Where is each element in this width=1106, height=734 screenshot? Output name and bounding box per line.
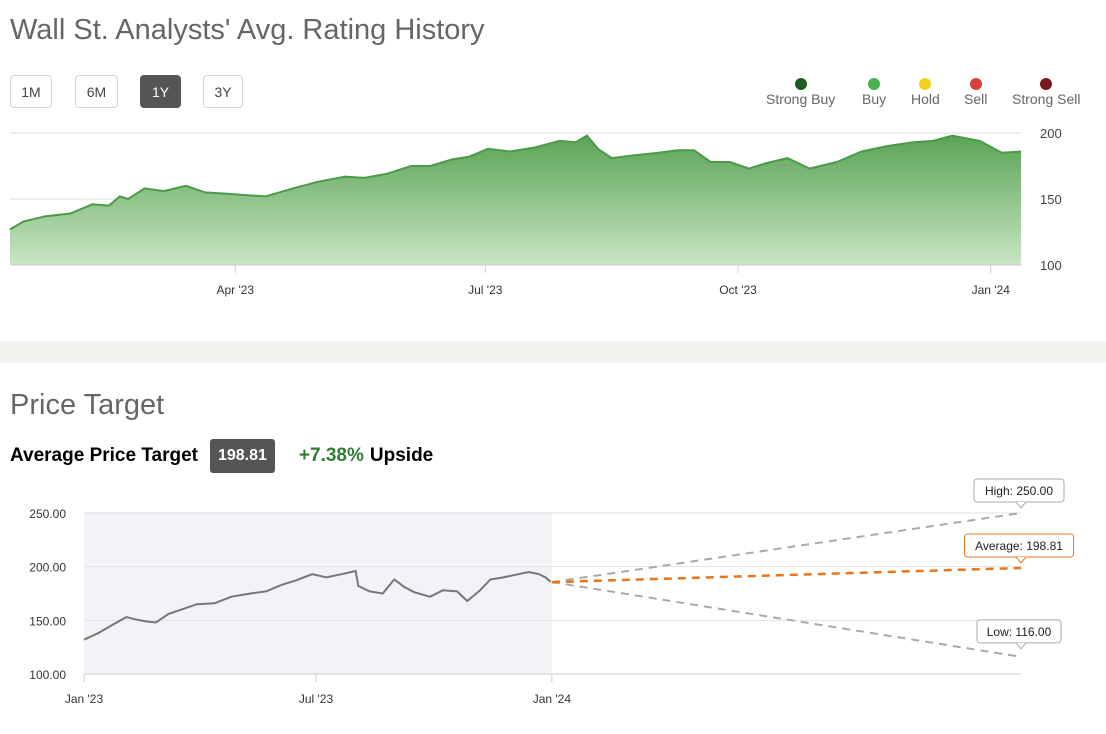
rating-ytick-label: 100: [1040, 258, 1062, 273]
callout-label: High: 250.00: [985, 484, 1053, 498]
legend-sell[interactable]: Sell: [964, 78, 987, 107]
pt-ytick-label: 200.00: [29, 561, 66, 575]
pt-ytick-label: 250.00: [29, 507, 66, 521]
legend-strong-sell-label: Strong Sell: [1012, 91, 1081, 107]
callout-high: High: 250.00: [973, 478, 1065, 509]
average-price-target-badge: 198.81: [209, 439, 275, 473]
legend-hold[interactable]: Hold: [911, 78, 940, 107]
legend-strong-buy[interactable]: Strong Buy: [766, 78, 835, 107]
range-6m-button[interactable]: 6M: [75, 75, 118, 108]
history-shaded-region: [84, 512, 552, 674]
price-target-title: Price Target: [10, 389, 165, 421]
pt-ytick-label: 100.00: [29, 668, 66, 682]
rating-area: [10, 135, 1021, 265]
rating-ytick-label: 150: [1040, 192, 1062, 207]
pt-ytick-label: 150.00: [29, 614, 66, 628]
callout-pointer: [1015, 501, 1027, 509]
legend-sell-label: Sell: [964, 91, 988, 107]
legend-strong-buy-label: Strong Buy: [766, 91, 836, 107]
pt-xtick-label: Jan '24: [533, 692, 572, 706]
projection-line-high: [551, 512, 1022, 584]
legend-buy-label: Buy: [862, 91, 887, 107]
legend-strong-buy-dot: [794, 78, 807, 90]
range-1y-button[interactable]: 1Y: [140, 75, 181, 108]
callout-average: Average: 198.81: [964, 533, 1074, 564]
rating-ytick-label: 200: [1040, 126, 1062, 141]
rating-xtick-label: Jul '23: [468, 283, 503, 297]
pt-xtick-label: Jan '23: [65, 692, 104, 706]
rating-xtick-label: Jan '24: [972, 283, 1011, 297]
price-target-chart: 100.00 150.00 200.00 250.00 Jan '23 Jul '23 Ja…: [29, 478, 1074, 706]
section-divider: [0, 341, 1106, 363]
callout-pointer: [1015, 642, 1027, 650]
upside-label: Upside: [369, 445, 434, 466]
rating-line: [9, 134, 1022, 231]
range-1m-button[interactable]: 1M: [10, 75, 52, 108]
projection-line-average: [551, 566, 1022, 584]
legend-hold-label: Hold: [911, 91, 940, 107]
callout-low: Low: 116.00: [976, 619, 1062, 650]
legend-buy[interactable]: Buy: [862, 78, 886, 107]
callout-box: [964, 533, 1074, 558]
callout-label: Low: 116.00: [987, 625, 1052, 639]
callout-label: Average: 198.81: [975, 539, 1063, 553]
legend-hold-dot: [919, 78, 932, 90]
rating-xtick-label: Oct '23: [719, 283, 757, 297]
callout-pointer: [1015, 556, 1027, 564]
upside-percentage: +7.38%: [298, 445, 364, 466]
price-history-line: [83, 569, 552, 641]
range-3y-button[interactable]: 3Y: [203, 75, 243, 108]
pt-xtick-label: Jul '23: [299, 692, 334, 706]
legend-buy-dot: [868, 78, 881, 90]
average-price-target-label: Average Price Target: [10, 445, 198, 466]
legend-strong-sell[interactable]: Strong Sell: [1012, 78, 1080, 107]
rating-history-title: Wall St. Analysts' Avg. Rating History: [10, 14, 485, 46]
legend-strong-sell-dot: [1040, 78, 1053, 90]
legend-sell-dot: [969, 78, 982, 90]
rating-xtick-label: Apr '23: [216, 283, 254, 297]
rating-history-chart: 100 150 200 Apr '23 Jul '23 Oct '23 Jan '24: [9, 126, 1062, 297]
average-price-target-row: Average Price Target 198.81 +7.38% Upsid…: [10, 438, 433, 474]
projection-line-low: [551, 581, 1022, 658]
